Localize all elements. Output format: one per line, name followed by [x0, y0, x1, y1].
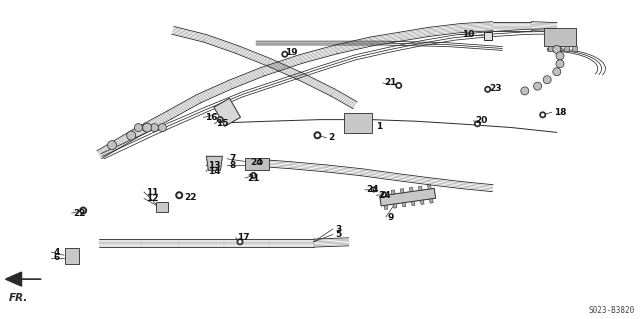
- Circle shape: [257, 159, 263, 165]
- Bar: [344, 113, 372, 133]
- Bar: [572, 46, 577, 51]
- Bar: [380, 188, 436, 206]
- Text: 21: 21: [247, 174, 260, 182]
- Text: 16: 16: [205, 113, 218, 122]
- Text: 24: 24: [378, 191, 391, 200]
- Text: 19: 19: [285, 48, 298, 57]
- Text: 2: 2: [328, 133, 335, 142]
- Bar: [214, 98, 241, 126]
- Text: 6: 6: [53, 253, 60, 262]
- Circle shape: [79, 206, 87, 215]
- Circle shape: [252, 174, 255, 177]
- Text: 11: 11: [146, 188, 159, 197]
- Circle shape: [383, 193, 385, 196]
- Text: S023-B3820: S023-B3820: [589, 306, 635, 315]
- Text: 13: 13: [208, 161, 221, 170]
- Circle shape: [177, 193, 181, 197]
- Circle shape: [259, 160, 261, 164]
- Circle shape: [81, 209, 85, 212]
- Circle shape: [474, 120, 481, 127]
- Circle shape: [175, 191, 183, 199]
- Text: 7: 7: [229, 154, 236, 163]
- Text: 22: 22: [74, 209, 86, 218]
- Text: 8: 8: [229, 161, 236, 170]
- Polygon shape: [206, 156, 223, 170]
- Circle shape: [282, 51, 288, 58]
- Text: 3: 3: [335, 225, 342, 234]
- Circle shape: [237, 238, 243, 245]
- Circle shape: [250, 172, 257, 179]
- Circle shape: [217, 116, 223, 123]
- Circle shape: [541, 113, 545, 116]
- Circle shape: [534, 82, 541, 90]
- Bar: [548, 46, 553, 51]
- Circle shape: [134, 123, 142, 132]
- Circle shape: [127, 131, 136, 140]
- Bar: [401, 189, 404, 193]
- Circle shape: [553, 45, 561, 54]
- Circle shape: [381, 192, 387, 197]
- Circle shape: [142, 123, 150, 132]
- Circle shape: [143, 123, 152, 132]
- Bar: [429, 199, 433, 203]
- Circle shape: [486, 88, 490, 91]
- Circle shape: [396, 82, 402, 89]
- Text: 9: 9: [388, 213, 394, 222]
- Circle shape: [553, 68, 561, 76]
- Polygon shape: [6, 272, 22, 286]
- Bar: [245, 158, 269, 170]
- Text: 10: 10: [462, 30, 474, 39]
- Text: 1: 1: [376, 122, 382, 131]
- Circle shape: [540, 111, 546, 118]
- Text: FR.: FR.: [8, 293, 28, 303]
- Text: 17: 17: [237, 233, 250, 242]
- Circle shape: [372, 188, 375, 191]
- Circle shape: [108, 141, 116, 150]
- Bar: [544, 28, 576, 46]
- Circle shape: [556, 52, 564, 60]
- Circle shape: [218, 118, 222, 121]
- Text: 24: 24: [367, 185, 380, 194]
- Circle shape: [316, 133, 319, 137]
- Circle shape: [371, 187, 377, 192]
- Bar: [420, 200, 424, 204]
- Bar: [384, 205, 388, 210]
- Circle shape: [397, 84, 401, 87]
- Text: 5: 5: [335, 230, 342, 239]
- Bar: [382, 191, 386, 196]
- Bar: [391, 190, 395, 194]
- Text: 4: 4: [53, 248, 60, 256]
- Circle shape: [238, 240, 242, 243]
- Bar: [556, 46, 561, 51]
- Bar: [564, 46, 569, 51]
- Text: 23: 23: [490, 84, 502, 93]
- Text: 15: 15: [216, 119, 229, 128]
- Text: 14: 14: [208, 167, 221, 176]
- Circle shape: [476, 122, 479, 125]
- Bar: [65, 248, 79, 264]
- Circle shape: [543, 76, 551, 84]
- Bar: [410, 187, 413, 192]
- Circle shape: [283, 53, 287, 56]
- Circle shape: [521, 87, 529, 95]
- Circle shape: [314, 131, 321, 139]
- Bar: [419, 186, 422, 190]
- Circle shape: [484, 86, 491, 93]
- Circle shape: [556, 60, 564, 68]
- Bar: [428, 185, 431, 189]
- Text: 21: 21: [384, 78, 397, 87]
- Text: 18: 18: [554, 108, 566, 117]
- Text: 24: 24: [250, 158, 263, 167]
- Bar: [412, 201, 415, 206]
- Bar: [393, 204, 397, 208]
- Bar: [484, 32, 492, 40]
- Bar: [403, 203, 406, 207]
- Bar: [156, 202, 168, 212]
- Circle shape: [150, 123, 158, 132]
- Text: 22: 22: [184, 193, 197, 202]
- Text: 12: 12: [146, 194, 159, 203]
- Text: 20: 20: [476, 116, 488, 125]
- Circle shape: [158, 123, 166, 132]
